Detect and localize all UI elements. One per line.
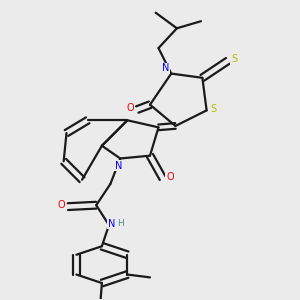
Text: N: N xyxy=(115,160,122,171)
Text: N: N xyxy=(162,64,169,74)
Text: O: O xyxy=(57,200,64,210)
Text: S: S xyxy=(231,54,237,64)
Text: S: S xyxy=(211,104,217,114)
Text: N: N xyxy=(108,219,116,229)
Text: O: O xyxy=(126,103,134,113)
Text: O: O xyxy=(166,172,174,182)
Text: H: H xyxy=(118,219,124,228)
